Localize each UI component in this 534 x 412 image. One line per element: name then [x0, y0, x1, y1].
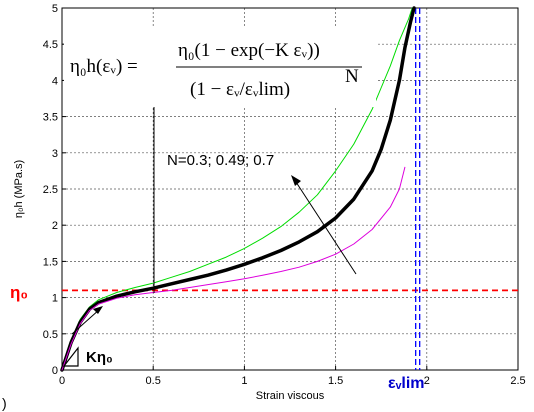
y-tick-label: 3.5: [43, 112, 58, 124]
slope-arrow-head: [93, 306, 103, 314]
slope-annotation: Kη₀: [86, 349, 113, 366]
n-arrow-head: [291, 175, 301, 186]
y-axis-label: η₀h (MPa.s): [13, 160, 25, 218]
annotations: N=0.3; 0.49; 0.7 Kη₀: [62, 84, 357, 367]
slope-arrow: [71, 308, 101, 335]
formula-numerator: η₀(1 − exp(−K εᵥ)): [178, 40, 320, 61]
ticks: 0 0.5 1 1.5 2 2.5 0 0.5 1 1.5 2 2.5 3 3.5 4 4.5 5: [43, 3, 526, 387]
formula: η₀h(εᵥ) = η₀(1 − exp(−K εᵥ)) (1 − εᵥ/εᵥl…: [64, 27, 376, 107]
n-values-annotation: N=0.3; 0.49; 0.7: [167, 152, 274, 169]
y-tick-label: 4: [52, 75, 58, 87]
y-tick-label: 4.5: [43, 39, 58, 51]
x-tick-label: 0.5: [146, 375, 161, 387]
y-tick-label: 1.5: [43, 256, 58, 268]
series-line-2: [61, 166, 406, 371]
y-tick-label: 3: [52, 148, 58, 160]
y-tick-label: 2.5: [43, 184, 58, 196]
n-arrow: [295, 181, 357, 275]
y-tick-label: 0: [52, 365, 58, 377]
ev-lim-label: εᵥlim: [388, 375, 425, 392]
x-tick-label: 2.5: [510, 375, 525, 387]
x-tick-label: 0: [59, 375, 65, 387]
formula-denominator: (1 − εᵥ/εᵥlim): [190, 79, 290, 100]
formula-lhs: η₀h(εᵥ) =: [70, 56, 138, 77]
eta0-label: η₀: [10, 283, 28, 302]
corner-glyph: ): [2, 395, 7, 411]
y-tick-label: 2: [52, 220, 58, 232]
formula-exponent: N: [345, 66, 359, 87]
x-axis-label: Strain viscous: [256, 390, 325, 402]
y-tick-label: 1: [52, 293, 58, 305]
x-tick-label: 1.5: [328, 375, 343, 387]
y-tick-label: 5: [52, 3, 58, 15]
series-line-1: [60, 6, 416, 372]
slope-triangle: [62, 346, 79, 367]
x-tick-label: 1: [241, 375, 247, 387]
x-tick-label: 2: [424, 375, 430, 387]
y-tick-label: 0.5: [43, 329, 58, 341]
